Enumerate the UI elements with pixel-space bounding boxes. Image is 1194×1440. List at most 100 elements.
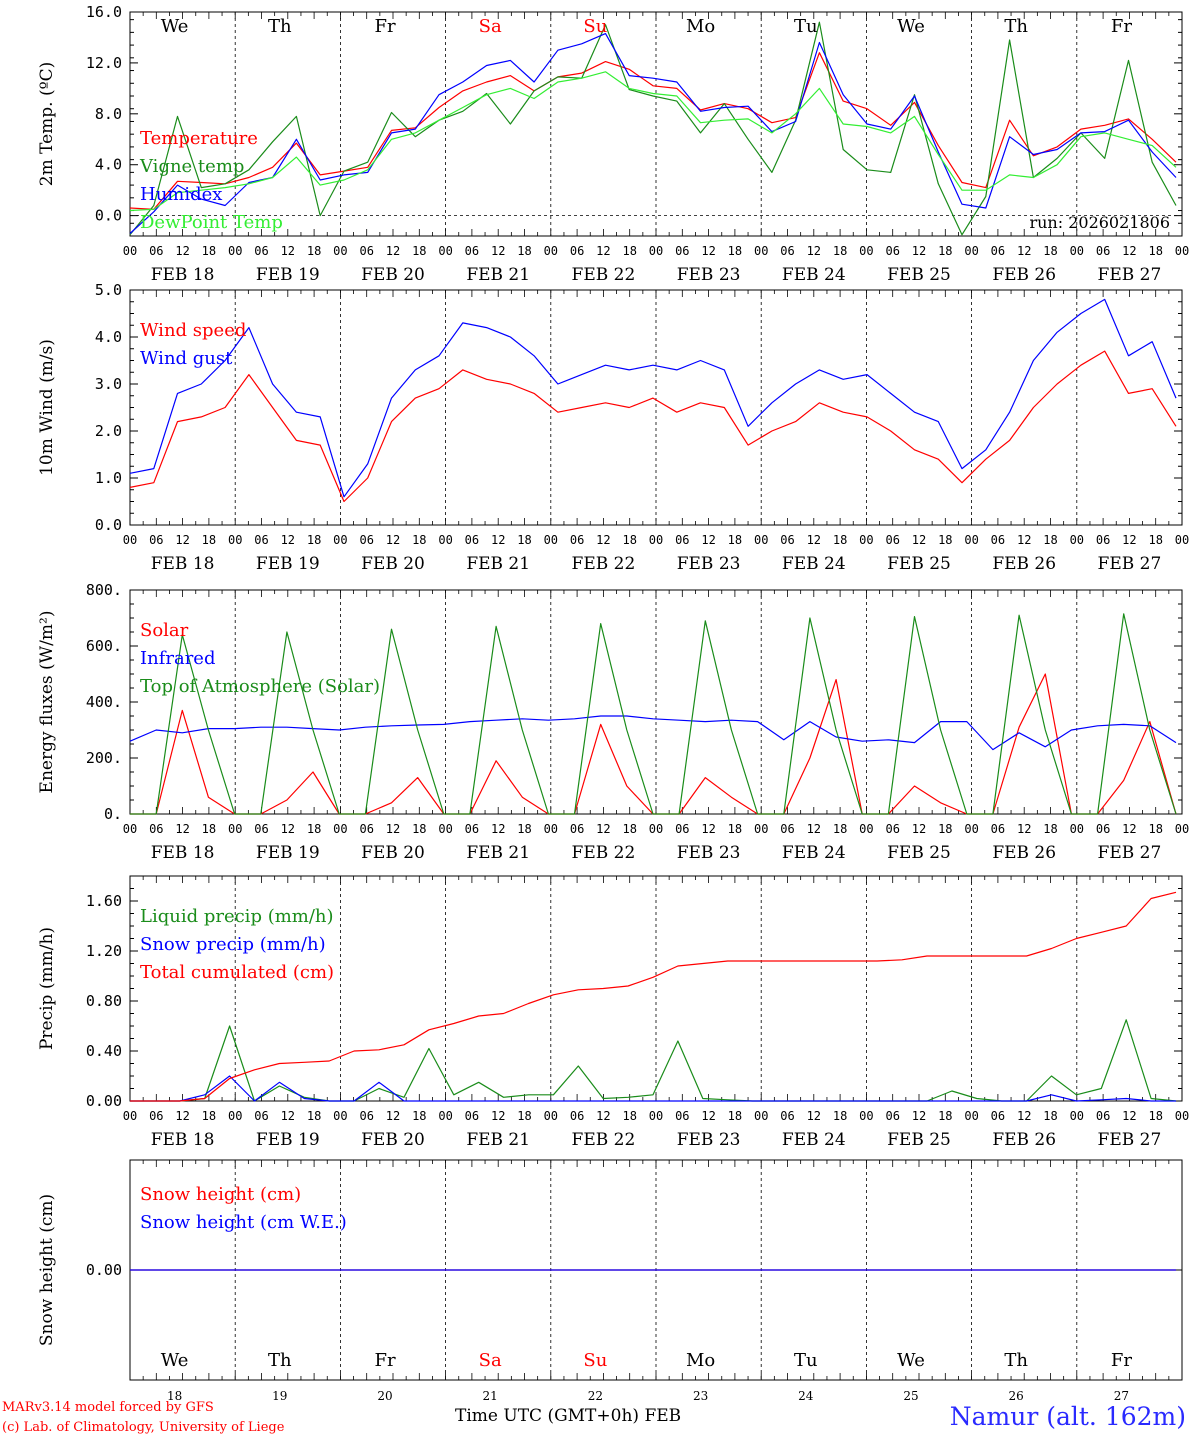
hour-label: 18 bbox=[517, 822, 531, 836]
hour-label: 06 bbox=[570, 1109, 584, 1123]
hour-label: 18 bbox=[517, 1109, 531, 1123]
y-tick-label: 1.0 bbox=[95, 469, 122, 487]
hour-label: 00 bbox=[1175, 533, 1189, 547]
y-tick-label: 4.0 bbox=[95, 328, 122, 346]
date-label: FEB 21 bbox=[466, 1130, 530, 1150]
date-label: FEB 22 bbox=[572, 554, 636, 574]
hour-label: 18 bbox=[1043, 1109, 1057, 1123]
hour-label: 00 bbox=[123, 822, 137, 836]
weekday-label: Th bbox=[268, 16, 292, 37]
y-tick-label: 0.00 bbox=[86, 1261, 122, 1279]
legend-entry: Snow precip (mm/h) bbox=[140, 934, 326, 955]
hour-label: 12 bbox=[386, 244, 400, 258]
weekday-label: Fr bbox=[374, 16, 395, 37]
date-label: FEB 19 bbox=[256, 843, 320, 863]
hour-label: 12 bbox=[807, 1109, 821, 1123]
weekday-label: We bbox=[897, 1350, 925, 1371]
hour-label: 12 bbox=[175, 822, 189, 836]
date-label: FEB 19 bbox=[256, 554, 320, 574]
y-tick-label: 0.0 bbox=[95, 207, 122, 225]
weekday-label: Fr bbox=[374, 1350, 395, 1371]
date-label: FEB 24 bbox=[782, 843, 846, 863]
hour-label: 12 bbox=[912, 1109, 926, 1123]
weekday-label: We bbox=[897, 16, 925, 37]
date-label: FEB 27 bbox=[1098, 554, 1162, 574]
y-tick-label: 600. bbox=[86, 637, 122, 655]
hour-label: 00 bbox=[228, 533, 242, 547]
credit-line-1: MARv3.14 model forced by GFS bbox=[2, 1400, 214, 1415]
y-tick-label: 400. bbox=[86, 693, 122, 711]
weekday-label: Sa bbox=[479, 1350, 502, 1371]
date-label: FEB 21 bbox=[466, 554, 530, 574]
weekday-label: Su bbox=[583, 16, 607, 37]
date-label: FEB 22 bbox=[572, 265, 636, 285]
hour-label: 12 bbox=[912, 244, 926, 258]
run-annotation: run: 2026021806 bbox=[1029, 213, 1170, 232]
hour-label: 00 bbox=[228, 822, 242, 836]
y-tick-label: 200. bbox=[86, 749, 122, 767]
hour-label: 06 bbox=[359, 244, 373, 258]
y-tick-label: 4.0 bbox=[95, 156, 122, 174]
hour-label: 18 bbox=[833, 1109, 847, 1123]
hour-label: 12 bbox=[701, 244, 715, 258]
hour-label: 18 bbox=[412, 1109, 426, 1123]
hour-label: 00 bbox=[1070, 822, 1084, 836]
date-label: FEB 18 bbox=[151, 554, 215, 574]
hour-label: 06 bbox=[149, 533, 163, 547]
hour-label: 18 bbox=[412, 244, 426, 258]
date-label: FEB 18 bbox=[151, 265, 215, 285]
hour-label: 00 bbox=[544, 533, 558, 547]
hour-label: 18 bbox=[622, 533, 636, 547]
hour-label: 00 bbox=[333, 1109, 347, 1123]
date-label: FEB 25 bbox=[887, 265, 951, 285]
hour-label: 12 bbox=[281, 1109, 295, 1123]
hour-label: 18 bbox=[307, 822, 321, 836]
weekday-label: Mo bbox=[686, 16, 715, 37]
hour-label: 00 bbox=[123, 244, 137, 258]
series-wind-speed bbox=[129, 350, 1177, 503]
weekday-label: Th bbox=[268, 1350, 292, 1371]
series-dewpoint-temp bbox=[129, 71, 1177, 212]
hour-label: 00 bbox=[754, 1109, 768, 1123]
hour-label: 06 bbox=[885, 244, 899, 258]
hour-label: 00 bbox=[754, 244, 768, 258]
x-axis-title: Time UTC (GMT+0h) FEB bbox=[455, 1406, 682, 1426]
hour-label: 12 bbox=[175, 533, 189, 547]
legend-entry: Infrared bbox=[140, 648, 215, 669]
hour-label: 12 bbox=[281, 244, 295, 258]
day-number: 20 bbox=[377, 1389, 392, 1403]
hour-label: 12 bbox=[701, 822, 715, 836]
date-label: FEB 25 bbox=[887, 1130, 951, 1150]
hour-label: 12 bbox=[386, 1109, 400, 1123]
hour-label: 00 bbox=[1175, 822, 1189, 836]
y-tick-label: 0.80 bbox=[86, 992, 122, 1010]
day-number: 22 bbox=[588, 1389, 603, 1403]
hour-label: 00 bbox=[544, 1109, 558, 1123]
hour-label: 00 bbox=[123, 533, 137, 547]
hour-label: 06 bbox=[254, 533, 268, 547]
weekday-label: Th bbox=[1004, 16, 1028, 37]
series-humidex bbox=[129, 32, 1177, 234]
hour-label: 00 bbox=[438, 822, 452, 836]
hour-label: 18 bbox=[202, 244, 216, 258]
hour-label: 06 bbox=[254, 822, 268, 836]
hour-label: 12 bbox=[386, 822, 400, 836]
day-number: 21 bbox=[483, 1389, 498, 1403]
date-label: FEB 21 bbox=[466, 843, 530, 863]
hour-label: 18 bbox=[728, 533, 742, 547]
series-infrared bbox=[129, 715, 1177, 751]
hour-label: 18 bbox=[938, 533, 952, 547]
hour-label: 00 bbox=[228, 1109, 242, 1123]
weekday-label: Fr bbox=[1111, 1350, 1132, 1371]
hour-label: 12 bbox=[491, 1109, 505, 1123]
hour-label: 00 bbox=[1175, 1109, 1189, 1123]
series-total-cumulated-cm- bbox=[130, 891, 1177, 1102]
hour-label: 06 bbox=[780, 1109, 794, 1123]
date-label: FEB 20 bbox=[361, 265, 425, 285]
hour-label: 06 bbox=[1096, 533, 1110, 547]
weekday-label: Mo bbox=[686, 1350, 715, 1371]
hour-label: 18 bbox=[622, 244, 636, 258]
hour-label: 06 bbox=[149, 1109, 163, 1123]
hour-label: 06 bbox=[149, 244, 163, 258]
hour-label: 06 bbox=[780, 244, 794, 258]
